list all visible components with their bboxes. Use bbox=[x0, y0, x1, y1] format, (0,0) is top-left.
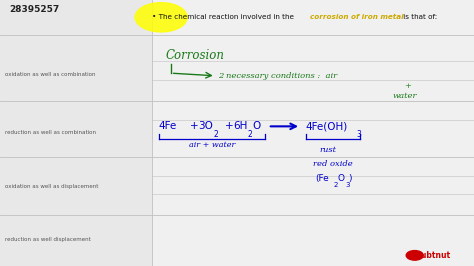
Text: 6H: 6H bbox=[233, 121, 247, 131]
Text: reduction as well displacement: reduction as well displacement bbox=[5, 237, 91, 242]
Text: water: water bbox=[393, 92, 418, 100]
Text: 2 necessary conditions :  air: 2 necessary conditions : air bbox=[218, 72, 337, 80]
Text: 3O: 3O bbox=[198, 121, 213, 131]
Text: 2: 2 bbox=[247, 130, 252, 139]
Text: 3: 3 bbox=[356, 130, 361, 139]
Text: 4Fe(OH): 4Fe(OH) bbox=[306, 121, 348, 131]
Text: 28395257: 28395257 bbox=[9, 5, 60, 14]
Circle shape bbox=[135, 3, 187, 32]
Text: 3: 3 bbox=[345, 182, 349, 188]
Text: O: O bbox=[337, 174, 344, 183]
Text: oxidation as well as displacement: oxidation as well as displacement bbox=[5, 184, 98, 189]
Text: O: O bbox=[252, 121, 260, 131]
Text: 4Fe: 4Fe bbox=[159, 121, 177, 131]
Text: • The chemical reaction involved in the: • The chemical reaction involved in the bbox=[152, 14, 296, 20]
Text: +: + bbox=[225, 121, 234, 131]
Text: air + water: air + water bbox=[189, 141, 236, 149]
Text: ): ) bbox=[348, 174, 352, 183]
Text: 2: 2 bbox=[214, 130, 219, 139]
Text: 2: 2 bbox=[333, 182, 337, 188]
Text: reduction as well as combination: reduction as well as combination bbox=[5, 131, 96, 135]
Text: is that of:: is that of: bbox=[401, 14, 437, 20]
Text: doubtnut: doubtnut bbox=[410, 251, 450, 260]
Text: rust: rust bbox=[319, 146, 336, 154]
Circle shape bbox=[406, 251, 423, 260]
Text: corrosion of iron metal: corrosion of iron metal bbox=[310, 14, 404, 20]
Text: red oxide: red oxide bbox=[313, 160, 353, 168]
Text: (Fe: (Fe bbox=[315, 174, 329, 183]
Bar bbox=[0, 0, 152, 266]
Text: oxidation as well as combination: oxidation as well as combination bbox=[5, 72, 95, 77]
Text: +: + bbox=[404, 82, 411, 90]
Text: Corrosion: Corrosion bbox=[166, 49, 225, 62]
Text: +: + bbox=[190, 121, 198, 131]
